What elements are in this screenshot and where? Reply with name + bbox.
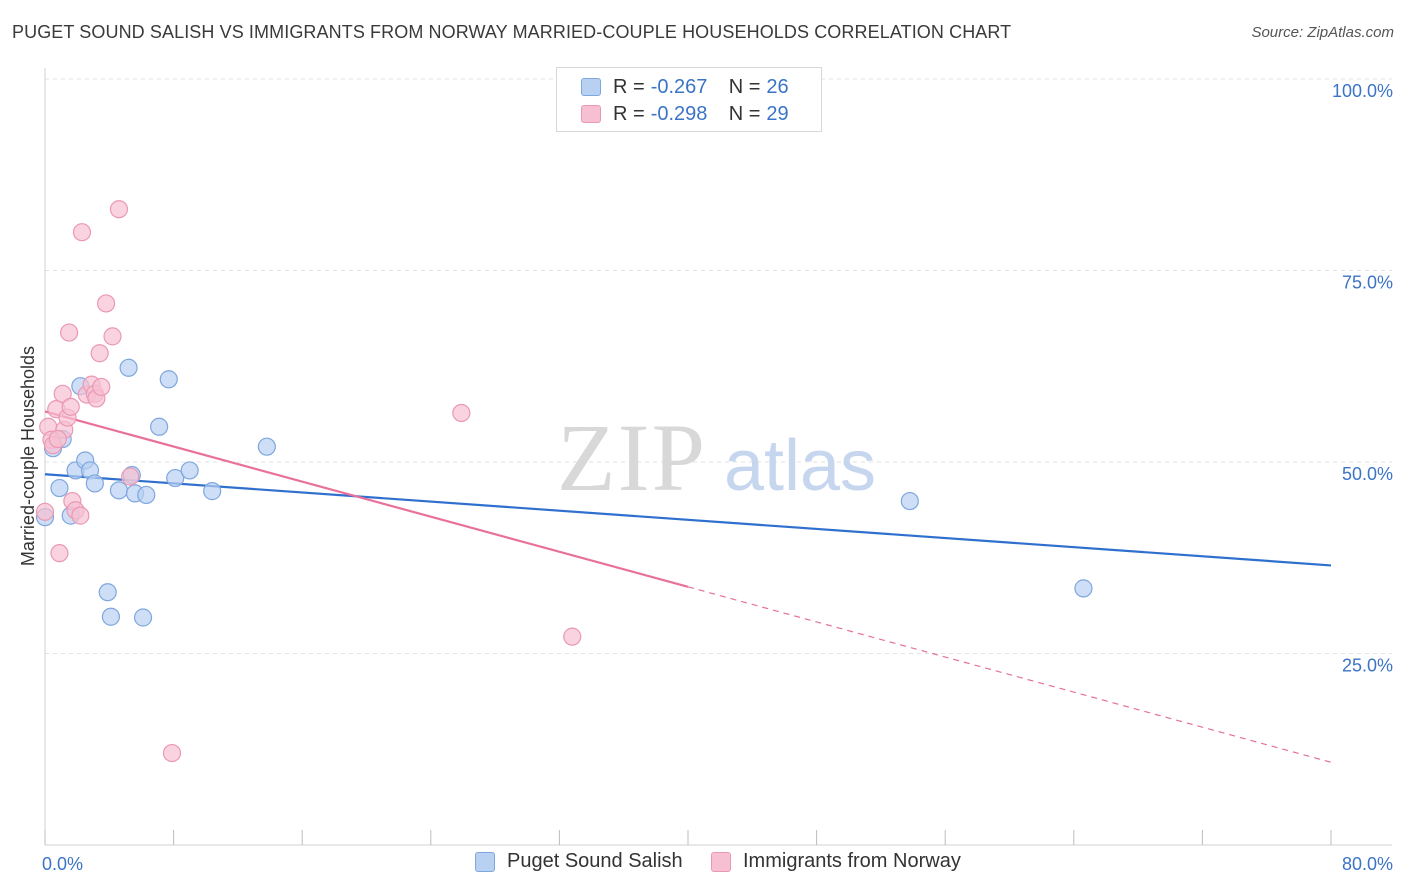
- grid-lines: [45, 78, 1392, 654]
- data-points: [35, 200, 1093, 763]
- watermark: ZIP atlas: [557, 404, 876, 511]
- point-immigrants-from-norway: [103, 327, 122, 346]
- r-value: -0.267: [650, 75, 708, 98]
- legend-label: Immigrants from Norway: [743, 850, 961, 872]
- correlation-legend: R = -0.267 N = 26 R = -0.298 N = 29: [556, 67, 822, 132]
- point-puget-sound-salish: [203, 482, 222, 501]
- legend-item-puget-sound-salish[interactable]: Puget Sound Salish: [475, 850, 683, 873]
- legend-row-blue: R = -0.267 N = 26: [581, 74, 789, 100]
- point-puget-sound-salish: [101, 607, 121, 626]
- point-puget-sound-salish: [900, 491, 919, 511]
- n-value: 29: [766, 102, 789, 125]
- point-immigrants-from-norway: [121, 467, 140, 486]
- point-puget-sound-salish: [50, 478, 69, 498]
- point-puget-sound-salish: [150, 417, 169, 436]
- chart-title: PUGET SOUND SALISH VS IMMIGRANTS FROM NO…: [12, 22, 1012, 42]
- y-tick-label: 50.0%: [1342, 464, 1393, 484]
- r-label: R =: [613, 75, 645, 98]
- trend-lines: [44, 410, 1332, 763]
- source-credit: Source: ZipAtlas.com: [1251, 24, 1394, 41]
- point-immigrants-from-norway: [90, 344, 109, 363]
- legend-item-immigrants-from-norway[interactable]: Immigrants from Norway: [711, 850, 961, 873]
- legend-row-pink: R = -0.298 N = 29: [581, 101, 789, 127]
- watermark-atlas: atlas: [724, 426, 876, 506]
- point-immigrants-from-norway: [71, 506, 90, 525]
- r-value: -0.298: [650, 102, 708, 125]
- pink-swatch: [581, 105, 601, 123]
- point-immigrants-from-norway: [109, 200, 129, 219]
- point-immigrants-from-norway: [96, 294, 116, 313]
- point-puget-sound-salish: [85, 474, 104, 493]
- point-immigrants-from-norway: [53, 384, 72, 403]
- y-tick-label: 100.0%: [1332, 81, 1393, 101]
- point-puget-sound-salish: [257, 437, 276, 456]
- trend-line: [44, 473, 1332, 567]
- point-immigrants-from-norway: [50, 544, 69, 563]
- point-puget-sound-salish: [119, 358, 138, 377]
- pink-swatch: [711, 851, 731, 872]
- y-tick-label: 25.0%: [1342, 656, 1393, 676]
- point-puget-sound-salish: [159, 370, 178, 389]
- point-immigrants-from-norway: [72, 223, 92, 242]
- blue-swatch: [475, 851, 495, 872]
- tick-labels: 100.0% 75.0% 50.0% 25.0% 0.0% 80.0%: [42, 81, 1393, 874]
- point-immigrants-from-norway: [563, 627, 582, 646]
- point-puget-sound-salish: [98, 583, 117, 602]
- point-puget-sound-salish: [137, 485, 156, 505]
- y-axis-label: Married-couple Households: [18, 346, 38, 566]
- y-tick-label: 75.0%: [1342, 273, 1393, 293]
- point-immigrants-from-norway: [61, 397, 80, 416]
- n-label: N =: [728, 102, 761, 125]
- point-immigrants-from-norway: [48, 429, 67, 449]
- x-tick-label: 0.0%: [42, 854, 83, 874]
- point-puget-sound-salish: [180, 461, 199, 480]
- trend-line-extension: [687, 586, 1332, 763]
- n-value: 26: [766, 75, 789, 98]
- point-immigrants-from-norway: [92, 377, 111, 397]
- point-puget-sound-salish: [133, 608, 153, 627]
- point-immigrants-from-norway: [60, 323, 79, 342]
- watermark-zip: ZIP: [557, 404, 707, 511]
- point-immigrants-from-norway: [35, 502, 55, 521]
- r-label: R =: [613, 102, 645, 125]
- x-tick-label: 80.0%: [1342, 854, 1393, 874]
- series-legend: Puget Sound Salish Immigrants from Norwa…: [0, 850, 1406, 880]
- point-puget-sound-salish: [1074, 579, 1093, 598]
- point-immigrants-from-norway: [162, 743, 182, 763]
- point-immigrants-from-norway: [452, 403, 471, 423]
- point-puget-sound-salish: [166, 468, 185, 488]
- n-label: N =: [728, 75, 761, 98]
- legend-label: Puget Sound Salish: [507, 850, 683, 872]
- point-puget-sound-salish: [109, 481, 129, 500]
- blue-swatch: [581, 78, 601, 96]
- trend-line: [44, 410, 689, 588]
- axes: [44, 68, 1392, 846]
